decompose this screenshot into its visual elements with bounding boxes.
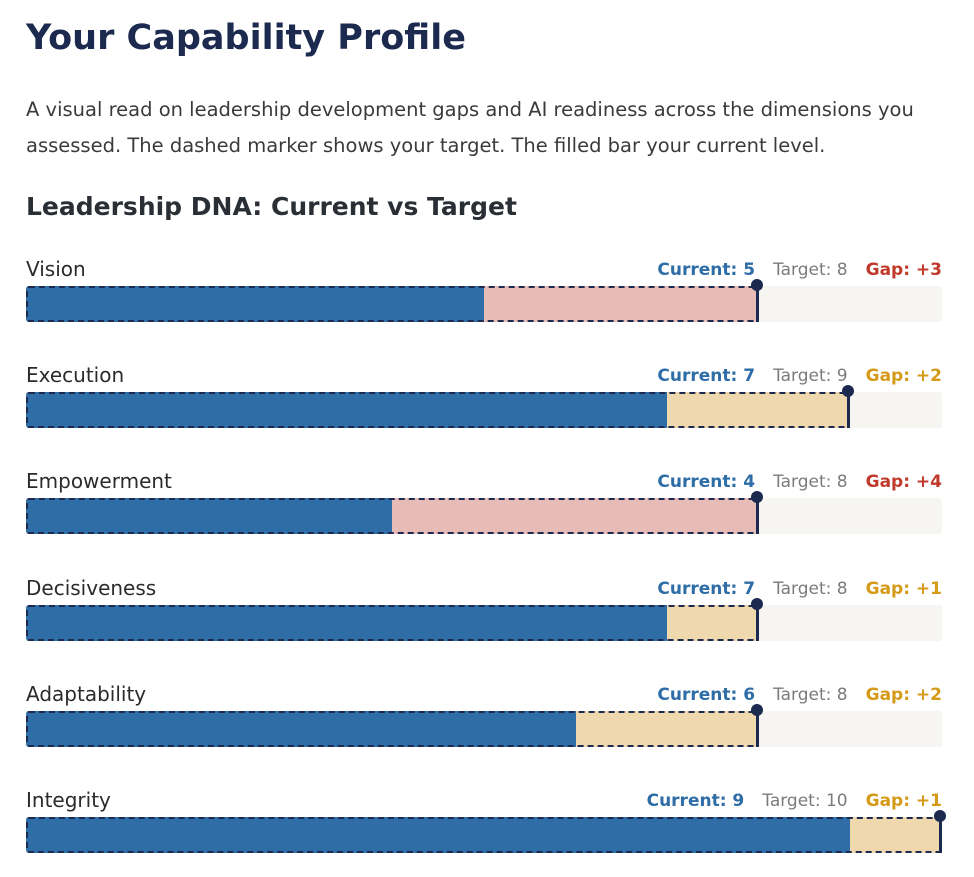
bar-row: Vision Current: 5 Target: 8 Gap: +3 bbox=[26, 256, 942, 346]
bar-stats: Current: 7 Target: 8 Gap: +1 bbox=[639, 577, 942, 601]
dimension-label: Empowerment bbox=[26, 469, 172, 494]
bar-track bbox=[26, 385, 942, 429]
bar-track bbox=[26, 703, 942, 747]
current-bar bbox=[26, 392, 668, 429]
target-marker-line bbox=[755, 498, 759, 535]
target-marker-line bbox=[755, 286, 759, 322]
bar-track bbox=[26, 491, 942, 535]
current-bar bbox=[26, 817, 851, 853]
bar-row: Integrity Current: 9 Target: 10 Gap: +1 bbox=[26, 787, 946, 877]
bar-track bbox=[26, 810, 946, 853]
bar-row: Execution Current: 7 Target: 9 Gap: +2 bbox=[26, 362, 942, 452]
gap-value-label: Gap: +3 bbox=[865, 260, 942, 280]
current-value-label: Current: 5 bbox=[657, 260, 756, 280]
current-bar bbox=[26, 604, 668, 641]
dimension-label: Decisiveness bbox=[26, 575, 157, 600]
target-value-label: Target: 10 bbox=[762, 791, 848, 811]
leadership-dna-chart: Vision Current: 5 Target: 8 Gap: +3 Executio… bbox=[26, 0, 946, 872]
bar-stats: Current: 4 Target: 8 Gap: +4 bbox=[639, 470, 942, 494]
current-bar bbox=[26, 710, 576, 747]
gap-value-label: Gap: +2 bbox=[865, 684, 942, 705]
current-value-label: Current: 7 bbox=[657, 366, 756, 387]
target-marker-dot bbox=[750, 491, 763, 504]
current-bar bbox=[26, 286, 484, 322]
dimension-label: Execution bbox=[26, 363, 125, 388]
target-marker-dot bbox=[750, 597, 763, 610]
target-marker-dot bbox=[750, 703, 763, 716]
target-dashed-outline bbox=[26, 710, 759, 747]
bar-stats: Current: 6 Target: 8 Gap: +2 bbox=[639, 683, 942, 707]
current-value-label: Current: 6 bbox=[657, 684, 756, 705]
dimension-label: Integrity bbox=[26, 788, 111, 812]
target-marker-dot bbox=[750, 279, 763, 291]
target-dashed-outline bbox=[26, 604, 759, 641]
target-marker-line bbox=[755, 604, 759, 641]
target-value-label: Target: 9 bbox=[773, 366, 848, 387]
target-dashed-outline bbox=[26, 498, 759, 535]
bar-row: Decisiveness Current: 7 Target: 8 Gap: +1 bbox=[26, 575, 942, 665]
bar-stats: Current: 5 Target: 8 Gap: +3 bbox=[639, 258, 942, 282]
dimension-label: Adaptability bbox=[26, 681, 147, 706]
bar-stats: Current: 7 Target: 9 Gap: +2 bbox=[639, 364, 942, 388]
target-marker-line bbox=[755, 710, 759, 747]
target-value-label: Target: 8 bbox=[773, 260, 848, 280]
target-marker-dot bbox=[934, 810, 946, 822]
bar-track bbox=[26, 597, 942, 641]
target-marker-dot bbox=[842, 385, 855, 398]
gap-value-label: Gap: +4 bbox=[865, 472, 942, 493]
chart-title: Leadership DNA: Current vs Target bbox=[26, 192, 517, 221]
bar-row: Empowerment Current: 4 Target: 8 Gap: +4 bbox=[26, 468, 942, 558]
bar-stats: Current: 9 Target: 10 Gap: +1 bbox=[629, 789, 942, 813]
current-value-label: Current: 4 bbox=[657, 472, 756, 493]
bar-track bbox=[26, 279, 942, 322]
current-bar bbox=[26, 498, 393, 535]
target-value-label: Target: 8 bbox=[773, 578, 848, 599]
bar-row: Adaptability Current: 6 Target: 8 Gap: +2 bbox=[26, 681, 942, 771]
target-dashed-outline bbox=[26, 286, 759, 322]
dimension-label: Vision bbox=[26, 257, 86, 281]
target-marker-line bbox=[847, 392, 851, 429]
gap-value-label: Gap: +1 bbox=[865, 578, 942, 599]
gap-value-label: Gap: +2 bbox=[865, 366, 942, 387]
target-dashed-outline bbox=[26, 817, 942, 853]
target-marker-line bbox=[939, 817, 942, 853]
intro-text: A visual read on leadership development … bbox=[26, 98, 914, 157]
current-value-label: Current: 9 bbox=[646, 791, 745, 811]
target-dashed-outline bbox=[26, 392, 851, 429]
target-value-label: Target: 8 bbox=[773, 684, 848, 705]
target-value-label: Target: 8 bbox=[773, 472, 848, 493]
current-value-label: Current: 7 bbox=[657, 578, 756, 599]
gap-value-label: Gap: +1 bbox=[865, 791, 942, 811]
page-title: Your Capability Profile bbox=[26, 18, 466, 58]
